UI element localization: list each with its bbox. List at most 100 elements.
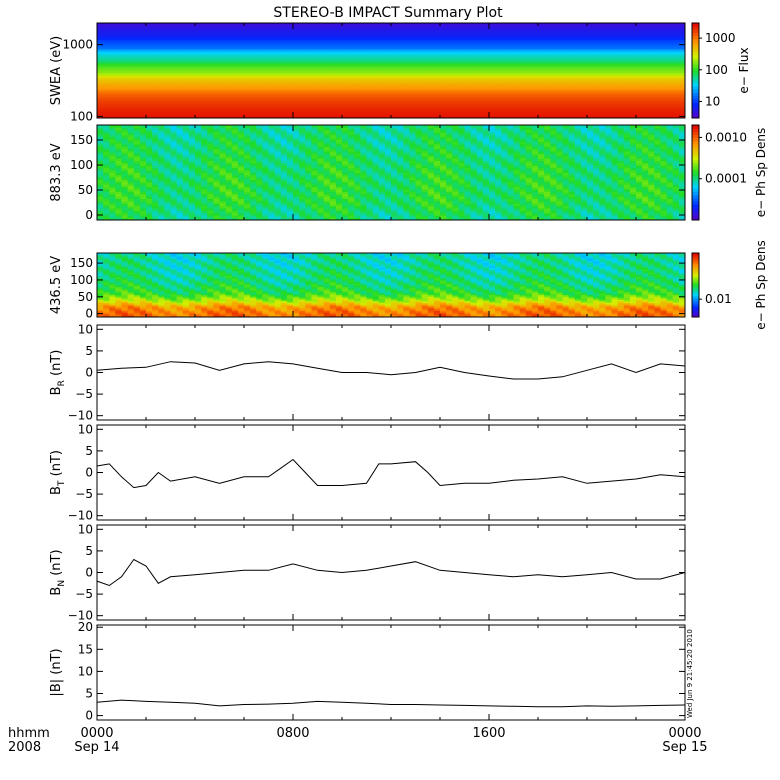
heatmap-cell (207, 101, 214, 105)
heatmap-cell (164, 110, 171, 114)
heatmap-cell (311, 61, 318, 64)
heatmap-cell (311, 75, 318, 79)
heatmap-cell (513, 101, 521, 105)
heatmap-cell (256, 25, 263, 29)
heatmap-cell (495, 30, 502, 33)
heatmap-cell (152, 115, 159, 119)
heatmap-cell (617, 27, 625, 31)
heatmap-cell (182, 196, 190, 200)
heatmap-cell (329, 201, 337, 204)
heatmap-cell (605, 68, 612, 71)
heatmap-cell (562, 51, 570, 55)
heatmap-cell (458, 42, 465, 45)
heatmap-cell (250, 72, 257, 76)
heatmap-cell (121, 25, 129, 29)
heatmap-cell (354, 46, 361, 50)
heatmap-cell (415, 80, 423, 83)
heatmap-cell (225, 68, 233, 71)
heatmap-cell (636, 68, 643, 71)
heatmap-cell (464, 25, 472, 29)
heatmap-cell (470, 75, 478, 79)
heatmap-cell (360, 201, 367, 204)
heatmap-cell (642, 56, 649, 60)
heatmap-cell (256, 103, 263, 107)
heatmap-cell (231, 113, 239, 117)
heatmap-cell (133, 82, 141, 86)
heatmap-cell (513, 72, 521, 76)
heatmap-cell (464, 72, 472, 76)
heatmap-cell (323, 32, 331, 36)
heatmap-cell (654, 80, 661, 83)
heatmap-cell (531, 210, 539, 214)
heatmap-cell (501, 210, 508, 214)
heatmap-cell (636, 203, 643, 207)
heatmap-cell (323, 115, 331, 119)
heatmap-cell (587, 25, 594, 29)
heatmap-cell (452, 63, 459, 67)
heatmap-cell (97, 34, 104, 38)
heatmap-cell (489, 212, 496, 216)
heatmap-cell (121, 103, 129, 107)
heatmap-cell (152, 96, 159, 100)
heatmap-cell (207, 49, 214, 52)
heatmap-cell (574, 87, 582, 90)
heatmap-cell (654, 51, 661, 55)
heatmap-cell (538, 42, 545, 45)
heatmap-cell (446, 89, 453, 93)
heatmap-cell (507, 58, 514, 62)
heatmap-cell (293, 42, 300, 45)
heatmap-cell (495, 61, 502, 64)
heatmap-cell (207, 72, 214, 76)
heatmap-cell (513, 196, 521, 200)
heatmap-cell (103, 39, 110, 43)
heatmap-cell (464, 34, 472, 38)
heatmap-cell (262, 32, 269, 36)
heatmap-cell (550, 203, 557, 207)
heatmap-cell (519, 44, 527, 48)
heatmap-cell (311, 25, 318, 29)
heatmap-cell (219, 37, 227, 41)
heatmap-cell (525, 108, 533, 112)
heatmap-cell (188, 191, 196, 195)
heatmap-cell (574, 201, 582, 204)
heatmap-cell (109, 89, 116, 93)
heatmap-cell (293, 193, 300, 197)
heatmap-cell (580, 108, 588, 112)
heatmap-cell (421, 96, 429, 100)
heatmap-cell (409, 46, 416, 50)
heatmap-cell (139, 23, 147, 26)
heatmap-cell (525, 212, 533, 216)
heatmap-cell (538, 30, 545, 33)
heatmap-cell (170, 34, 178, 38)
heatmap-cell (293, 30, 300, 33)
heatmap-cell (109, 56, 116, 60)
heatmap-cell (225, 208, 233, 211)
heatmap-cell (550, 94, 557, 98)
heatmap-cell (244, 208, 251, 211)
heatmap-cell (244, 53, 251, 57)
heatmap-cell (531, 61, 539, 64)
heatmap-cell (274, 34, 282, 38)
heatmap-cell (115, 191, 122, 195)
heatmap-cell (158, 39, 165, 43)
heatmap-cell (513, 51, 521, 55)
heatmap-cell (489, 37, 496, 41)
heatmap-cell (354, 51, 361, 55)
heatmap-cell (244, 103, 251, 107)
heatmap-cell (531, 87, 539, 90)
heatmap-cell (188, 96, 196, 100)
heatmap-cell (317, 34, 325, 38)
heatmap-cell (311, 91, 318, 95)
heatmap-cell (391, 68, 398, 71)
heatmap-cell (501, 91, 508, 95)
heatmap-cell (115, 198, 122, 202)
heatmap-cell (207, 46, 214, 50)
heatmap-cell (274, 205, 282, 209)
heatmap-cell (531, 212, 539, 216)
heatmap-cell (280, 46, 288, 50)
heatmap-cell (470, 113, 478, 117)
heatmap-cell (286, 68, 294, 71)
heatmap-cell (317, 77, 325, 81)
heatmap-cell (127, 56, 135, 60)
heatmap-cell (182, 80, 190, 83)
